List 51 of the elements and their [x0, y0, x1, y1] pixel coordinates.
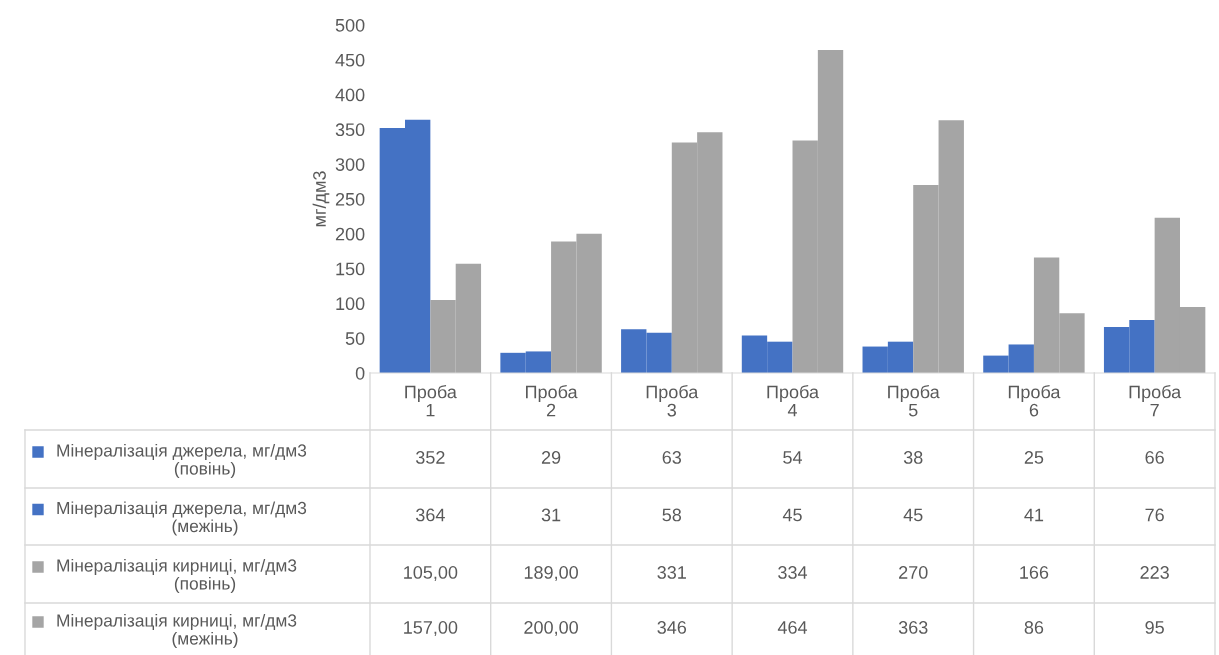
x-tick-label: Проба 2	[526, 384, 578, 417]
data-label: 54	[783, 451, 803, 464]
legend-label: Мінералізація кирниці, мг/дм3 (межінь)	[57, 613, 297, 649]
legend-label: Мінералізація джерела, мг/дм3 (межінь)	[57, 501, 307, 536]
data-label: 25	[1024, 451, 1044, 464]
y-tick-label: 150	[336, 262, 365, 276]
x-tick-label: Проба 6	[1008, 384, 1061, 417]
x-tick-label: Проба 7	[1129, 384, 1182, 417]
data-label: 223	[1140, 566, 1169, 579]
y-tick-label: 250	[335, 192, 365, 206]
data-label: 41	[1024, 508, 1044, 522]
data-label: 157,00	[404, 621, 458, 636]
data-label: 66	[1145, 451, 1164, 464]
y-axis-title: мг/дм3	[312, 171, 330, 227]
data-label: 38	[903, 451, 923, 464]
y-tick-label: 400	[335, 88, 365, 102]
data-label: 352	[415, 451, 445, 464]
data-label: 58	[662, 508, 682, 522]
data-label: 86	[1024, 621, 1044, 634]
data-label: 200,00	[524, 621, 578, 636]
data-label: 331	[657, 566, 686, 579]
data-label: 95	[1145, 621, 1164, 634]
x-tick-label: Проба 3	[646, 384, 699, 417]
x-tick-label: Проба 5	[888, 384, 940, 417]
y-tick-label: 350	[335, 123, 365, 137]
data-label: 464	[777, 621, 808, 634]
x-tick-label: Проба 4	[767, 384, 820, 417]
y-tick-label: 0	[355, 366, 365, 380]
data-label: 45	[782, 508, 802, 522]
data-label: 76	[1145, 508, 1164, 522]
data-label: 105,00	[404, 566, 458, 581]
data-label: 189,00	[524, 566, 578, 581]
data-label: 29	[541, 451, 561, 464]
data-label: 270	[899, 566, 928, 579]
data-label: 45	[903, 508, 923, 522]
data-label: 363	[898, 621, 928, 634]
y-tick-label: 200	[335, 227, 365, 241]
data-label: 31	[541, 508, 561, 522]
legend-label: Мінералізація джерела, мг/дм3 (повінь)	[57, 443, 307, 479]
y-tick-label: 500	[335, 18, 365, 32]
y-tick-label: 50	[345, 332, 365, 345]
x-tick-label: Проба 1	[405, 384, 457, 417]
data-label: 364	[415, 508, 445, 522]
y-tick-label: 450	[335, 53, 365, 67]
data-label: 346	[657, 621, 687, 634]
data-label: 63	[662, 451, 682, 464]
y-tick-label: 100	[336, 297, 365, 311]
data-label: 334	[778, 566, 808, 579]
y-tick-label: 300	[335, 158, 365, 171]
legend-label: Мінералізація кирниці, мг/дм3 (повінь)	[57, 558, 297, 594]
data-label: 166	[1020, 566, 1049, 579]
